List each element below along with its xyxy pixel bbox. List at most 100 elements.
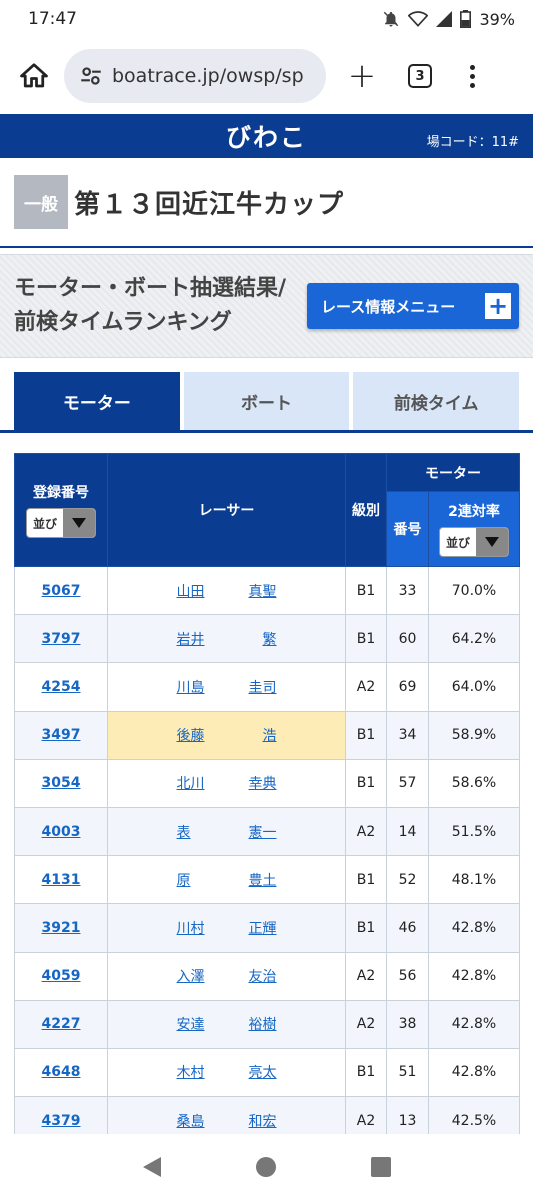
racer-name-link[interactable]: 北川 幸典 xyxy=(177,773,277,793)
browser-toolbar: boatrace.jp/owsp/sp + 3 xyxy=(0,38,533,114)
more-menu-button[interactable] xyxy=(454,52,490,100)
reg-no-cell: 5067 xyxy=(14,565,108,616)
rate-cell: 58.6% xyxy=(428,758,520,808)
table-row: 3921 川村 正輝 B1 46 42.8% xyxy=(14,903,520,953)
status-icons: 39% xyxy=(382,10,515,29)
racer-name-link[interactable]: 川島 圭司 xyxy=(177,677,277,697)
site-header: びわこ 場コード：11# xyxy=(0,114,533,158)
racer-name-link[interactable]: 山田 真聖 xyxy=(177,581,277,601)
motor-no-cell: 14 xyxy=(386,806,429,857)
new-tab-button[interactable]: + xyxy=(338,52,386,100)
motor-no-cell: 46 xyxy=(386,903,429,953)
racer-name-link[interactable]: 岩井 繁 xyxy=(177,629,277,649)
racer-surname: 表 xyxy=(176,824,191,841)
notifications-off-icon xyxy=(384,11,399,27)
racer-surname: 桑島 xyxy=(176,1113,205,1130)
race-title: 一般 第１３回近江牛カップ xyxy=(0,158,533,248)
rate-cell: 48.1% xyxy=(428,855,520,905)
racer-given-name: 幸典 xyxy=(248,776,277,793)
racer-name-link[interactable]: 川村 正輝 xyxy=(177,918,277,938)
class-cell: B1 xyxy=(345,710,387,760)
rate-cell: 42.8% xyxy=(428,903,520,953)
reg-no-link[interactable]: 4227 xyxy=(41,1016,81,1033)
racer-cell: 原 豊土 xyxy=(107,855,346,905)
reg-no-link[interactable]: 4379 xyxy=(41,1112,81,1129)
reg-no-link[interactable]: 4648 xyxy=(41,1064,81,1081)
racer-cell: 岩井 繁 xyxy=(107,614,346,664)
racer-name-link[interactable]: 原 豊土 xyxy=(177,870,277,890)
plus-icon: + xyxy=(485,293,511,319)
racer-cell: 木村 亮太 xyxy=(107,1047,346,1098)
racer-surname: 入澤 xyxy=(176,969,205,986)
tab-motor[interactable]: モーター xyxy=(14,372,180,430)
reg-no-sort-select[interactable]: 並び xyxy=(25,508,96,538)
reg-no-cell: 4254 xyxy=(14,662,108,712)
reg-no-link[interactable]: 3497 xyxy=(41,727,81,744)
section-title: モーター・ボート抽選結果/前検タイムランキング xyxy=(14,276,287,335)
sort-label: 並び xyxy=(32,516,57,531)
reg-no-link[interactable]: 3797 xyxy=(41,630,81,647)
reg-no-link[interactable]: 4059 xyxy=(41,968,81,985)
racer-name-link[interactable]: 桑島 和宏 xyxy=(177,1111,277,1131)
back-icon[interactable] xyxy=(141,1155,163,1179)
race-info-menu-button[interactable]: レース情報メニュー + xyxy=(307,283,519,329)
racer-name-link[interactable]: 木村 亮太 xyxy=(177,1062,277,1082)
rate-sort-select[interactable]: 並び xyxy=(438,527,509,557)
battery-level: 39% xyxy=(479,9,515,29)
racer-cell: 川村 正輝 xyxy=(107,903,346,953)
site-settings-icon[interactable] xyxy=(78,63,104,89)
racer-name-link[interactable]: 表 憲一 xyxy=(177,822,277,842)
header-motor-group: モーター xyxy=(386,453,520,492)
table-row: 4131 原 豊土 B1 52 48.1% xyxy=(14,855,520,905)
address-bar[interactable]: boatrace.jp/owsp/sp xyxy=(64,49,326,103)
reg-no-cell: 3921 xyxy=(14,903,108,953)
header-racer: レーサー xyxy=(107,453,346,567)
racer-surname: 安達 xyxy=(176,1017,205,1034)
table-row: 4059 入澤 友治 A2 56 42.8% xyxy=(14,951,520,1001)
class-cell: B1 xyxy=(345,855,387,905)
racer-given-name: 真聖 xyxy=(248,583,277,600)
motor-no-cell: 57 xyxy=(386,758,429,808)
section-heading: モーター・ボート抽選結果/前検タイムランキング レース情報メニュー + xyxy=(0,254,533,358)
reg-no-link[interactable]: 4131 xyxy=(41,871,81,888)
table-row: 5067 山田 真聖 B1 33 70.0% xyxy=(14,565,520,616)
recents-icon[interactable] xyxy=(370,1156,392,1178)
racer-given-name: 圭司 xyxy=(248,679,277,696)
table-row: 3054 北川 幸典 B1 57 58.6% xyxy=(14,758,520,808)
reg-no-link[interactable]: 4254 xyxy=(41,678,81,695)
class-cell: A2 xyxy=(345,806,387,857)
reg-no-cell: 3054 xyxy=(14,758,108,808)
url-text: boatrace.jp/owsp/sp xyxy=(112,65,304,87)
racer-name-link[interactable]: 後藤 浩 xyxy=(177,725,277,745)
rate-cell: 51.5% xyxy=(428,806,520,857)
tab-switcher-button[interactable]: 3 xyxy=(396,52,444,100)
header-rate: 2連対率 並び xyxy=(428,491,520,567)
system-nav-bar xyxy=(0,1134,533,1200)
reg-no-link[interactable]: 5067 xyxy=(41,582,81,599)
reg-no-link[interactable]: 3054 xyxy=(41,775,81,792)
reg-no-cell: 4131 xyxy=(14,855,108,905)
rate-cell: 64.0% xyxy=(428,662,520,712)
reg-no-cell: 3797 xyxy=(14,614,108,664)
ranking-tabs: モーター ボート 前検タイム xyxy=(0,372,533,433)
status-time: 17:47 xyxy=(28,9,77,29)
racer-cell: 山田 真聖 xyxy=(107,565,346,616)
reg-no-cell: 4059 xyxy=(14,951,108,1001)
motor-no-cell: 33 xyxy=(386,565,429,616)
racer-name-link[interactable]: 入澤 友治 xyxy=(177,966,277,986)
motor-no-cell: 56 xyxy=(386,951,429,1001)
home-nav-icon[interactable] xyxy=(255,1156,277,1178)
reg-no-link[interactable]: 3921 xyxy=(41,919,81,936)
table-row: 4379 桑島 和宏 A2 13 42.5% xyxy=(14,1096,520,1146)
tab-pre-inspection-time[interactable]: 前検タイム xyxy=(353,372,520,430)
racer-cell: 川島 圭司 xyxy=(107,662,346,712)
reg-no-link[interactable]: 4003 xyxy=(41,823,81,840)
racer-cell: 入澤 友治 xyxy=(107,951,346,1001)
racer-surname: 原 xyxy=(176,872,191,889)
home-button[interactable] xyxy=(14,56,54,96)
table-row: 4648 木村 亮太 B1 51 42.8% xyxy=(14,1047,520,1098)
racer-name-link[interactable]: 安達 裕樹 xyxy=(177,1014,277,1034)
signal-icon xyxy=(436,11,453,27)
tab-boat[interactable]: ボート xyxy=(183,372,350,430)
motor-no-cell: 34 xyxy=(386,710,429,760)
